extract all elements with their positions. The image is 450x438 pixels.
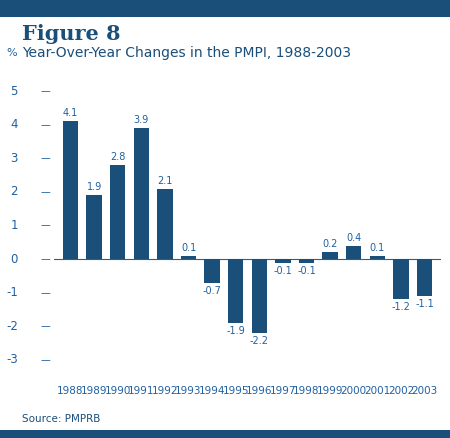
Text: 2.8: 2.8	[110, 152, 126, 162]
Bar	[181, 256, 196, 259]
Text: -0.1: -0.1	[274, 265, 292, 276]
Text: 0: 0	[10, 253, 18, 266]
Text: —: —	[40, 355, 50, 365]
Bar	[299, 259, 314, 262]
Text: -2.2: -2.2	[250, 336, 269, 346]
Text: 0.1: 0.1	[181, 243, 196, 253]
Bar	[86, 195, 102, 259]
Text: -1: -1	[6, 286, 18, 299]
Bar	[417, 259, 432, 296]
Text: —: —	[40, 254, 50, 264]
Bar	[275, 259, 291, 262]
Text: —: —	[40, 187, 50, 197]
Text: 2.1: 2.1	[157, 176, 173, 186]
Bar	[393, 259, 409, 300]
Bar	[228, 259, 243, 323]
Text: 3: 3	[10, 152, 18, 165]
Text: %: %	[7, 48, 18, 58]
Text: 3.9: 3.9	[134, 115, 149, 125]
Text: —: —	[40, 321, 50, 331]
Text: Source: PMPRB: Source: PMPRB	[22, 414, 101, 424]
Text: -1.1: -1.1	[415, 299, 434, 309]
Bar	[369, 256, 385, 259]
Text: 4: 4	[10, 118, 18, 131]
Text: —: —	[40, 120, 50, 130]
Bar	[134, 128, 149, 259]
Bar	[63, 121, 78, 259]
Bar	[110, 165, 126, 259]
Text: 0.4: 0.4	[346, 233, 361, 243]
Text: 1.9: 1.9	[86, 182, 102, 192]
Bar	[252, 259, 267, 333]
Text: 0.1: 0.1	[369, 243, 385, 253]
Text: 4.1: 4.1	[63, 109, 78, 118]
Text: —: —	[40, 221, 50, 230]
Text: -1.9: -1.9	[226, 326, 245, 336]
Text: Figure 8: Figure 8	[22, 24, 121, 44]
Text: 2: 2	[10, 185, 18, 198]
Bar	[322, 252, 338, 259]
Text: —: —	[40, 288, 50, 298]
Text: Year-Over-Year Changes in the PMPI, 1988-2003: Year-Over-Year Changes in the PMPI, 1988…	[22, 46, 351, 60]
Text: —: —	[40, 153, 50, 163]
Text: -1.2: -1.2	[392, 303, 410, 312]
Bar	[204, 259, 220, 283]
Text: 5: 5	[10, 85, 18, 98]
Bar	[346, 246, 361, 259]
Bar	[157, 189, 173, 259]
Text: -0.1: -0.1	[297, 265, 316, 276]
Text: -2: -2	[6, 320, 18, 333]
Text: 0.2: 0.2	[322, 240, 338, 249]
Text: 1: 1	[10, 219, 18, 232]
Text: —: —	[40, 86, 50, 96]
Text: -3: -3	[6, 353, 18, 367]
Text: -0.7: -0.7	[202, 286, 221, 296]
